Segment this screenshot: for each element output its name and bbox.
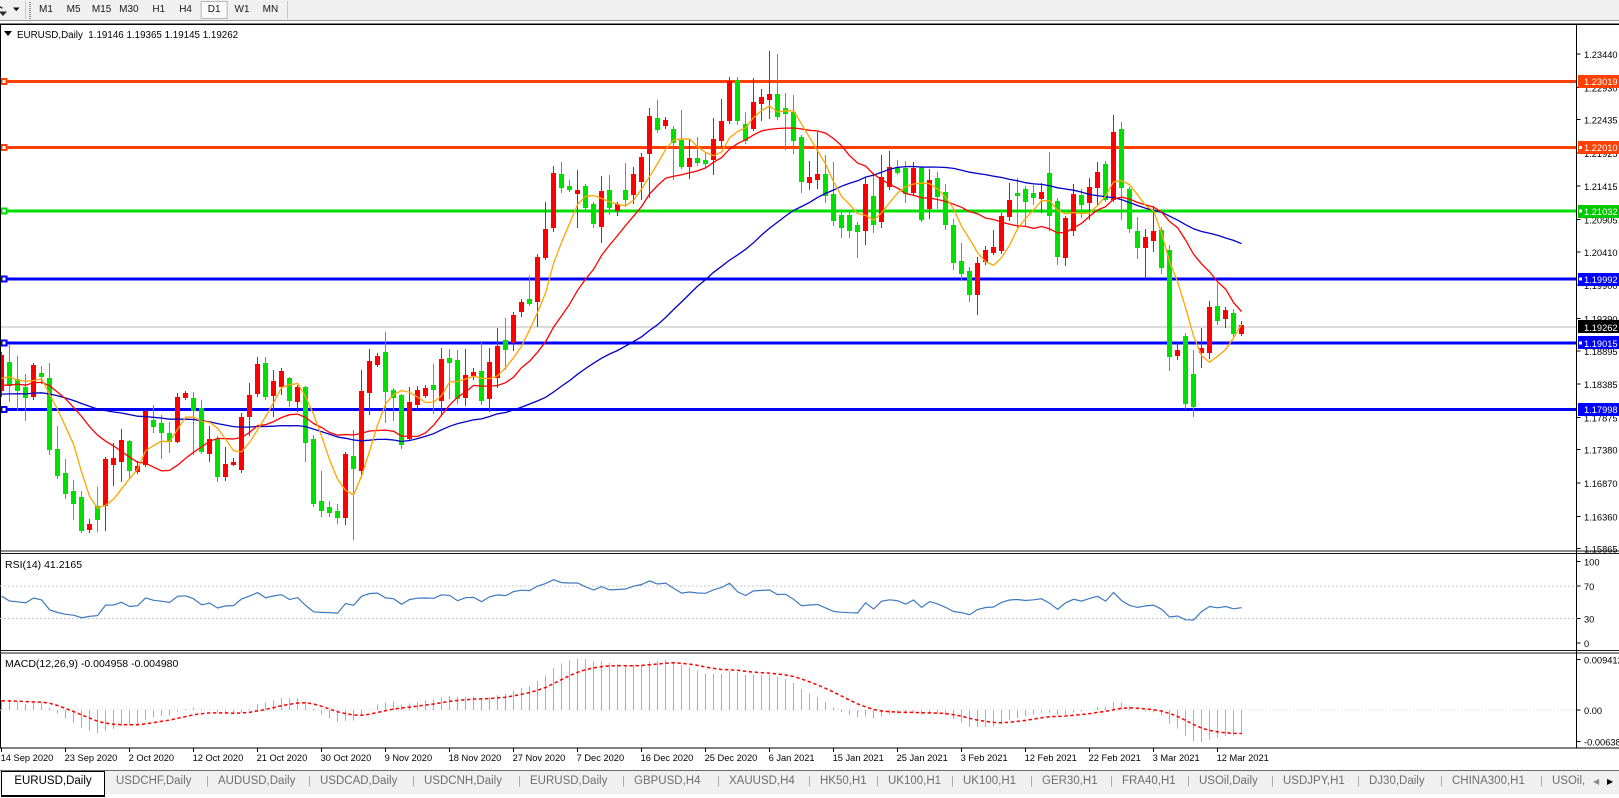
svg-text:25 Jan 2021: 25 Jan 2021 <box>897 753 948 763</box>
svg-text:21 Oct 2020: 21 Oct 2020 <box>257 753 308 763</box>
svg-text:1.19900: 1.19900 <box>1584 281 1618 291</box>
svg-text:23 Sep 2020: 23 Sep 2020 <box>65 753 118 763</box>
svg-text:1.16870: 1.16870 <box>1584 479 1618 489</box>
svg-text:1.16360: 1.16360 <box>1584 512 1618 522</box>
svg-text:1.19262: 1.19262 <box>1584 323 1618 333</box>
svg-text:70: 70 <box>1584 582 1594 592</box>
svg-text:16 Dec 2020: 16 Dec 2020 <box>641 753 694 763</box>
svg-text:1.22930: 1.22930 <box>1584 83 1618 93</box>
svg-text:-0.006386: -0.006386 <box>1584 737 1619 747</box>
svg-text:30 Oct 2020: 30 Oct 2020 <box>321 753 372 763</box>
svg-text:22 Feb 2021: 22 Feb 2021 <box>1089 753 1141 763</box>
svg-text:14 Sep 2020: 14 Sep 2020 <box>1 753 54 763</box>
svg-text:1.17380: 1.17380 <box>1584 446 1618 456</box>
svg-text:9 Nov 2020: 9 Nov 2020 <box>385 753 433 763</box>
svg-text:0.00: 0.00 <box>1584 706 1602 716</box>
svg-text:RSI(14) 41.2165: RSI(14) 41.2165 <box>5 559 82 571</box>
svg-text:1.19992: 1.19992 <box>1584 275 1618 285</box>
svg-text:1.23019: 1.23019 <box>1584 77 1618 87</box>
svg-text:3 Mar 2021: 3 Mar 2021 <box>1153 753 1200 763</box>
svg-text:12 Oct 2020: 12 Oct 2020 <box>193 753 244 763</box>
svg-text:1.22010: 1.22010 <box>1584 143 1618 153</box>
svg-text:1.19390: 1.19390 <box>1584 315 1618 325</box>
svg-text:1.21415: 1.21415 <box>1584 182 1618 192</box>
svg-text:1.20905: 1.20905 <box>1584 216 1618 226</box>
svg-text:1.19015: 1.19015 <box>1584 339 1618 349</box>
svg-text:30: 30 <box>1584 614 1594 624</box>
svg-text:1.15865: 1.15865 <box>1584 545 1618 555</box>
svg-text:1.22435: 1.22435 <box>1584 116 1618 126</box>
svg-text:1.21032: 1.21032 <box>1584 207 1618 217</box>
svg-text:7 Dec 2020: 7 Dec 2020 <box>577 753 625 763</box>
svg-text:100: 100 <box>1584 557 1600 567</box>
svg-text:6 Jan 2021: 6 Jan 2021 <box>769 753 815 763</box>
svg-text:18 Nov 2020: 18 Nov 2020 <box>449 753 502 763</box>
svg-text:15 Jan 2021: 15 Jan 2021 <box>833 753 884 763</box>
svg-text:12 Feb 2021: 12 Feb 2021 <box>1025 753 1077 763</box>
svg-text:1.20410: 1.20410 <box>1584 248 1618 258</box>
svg-text:0.009412: 0.009412 <box>1584 655 1619 665</box>
svg-text:1.18385: 1.18385 <box>1584 380 1618 390</box>
svg-text:12 Mar 2021: 12 Mar 2021 <box>1217 753 1269 763</box>
svg-text:1.23440: 1.23440 <box>1584 50 1618 60</box>
svg-text:1.17875: 1.17875 <box>1584 413 1618 423</box>
svg-text:27 Nov 2020: 27 Nov 2020 <box>513 753 566 763</box>
svg-text:2 Oct 2020: 2 Oct 2020 <box>129 753 174 763</box>
svg-text:1.17998: 1.17998 <box>1584 405 1618 415</box>
svg-text:MACD(12,26,9) -0.004958 -0.004: MACD(12,26,9) -0.004958 -0.004980 <box>5 658 179 670</box>
svg-text:1.18895: 1.18895 <box>1584 347 1618 357</box>
svg-text:3 Feb 2021: 3 Feb 2021 <box>961 753 1008 763</box>
svg-text:0: 0 <box>1584 639 1589 649</box>
svg-text:25 Dec 2020: 25 Dec 2020 <box>705 753 758 763</box>
svg-text:EURUSD,Daily 1.19146 1.19365: EURUSD,Daily 1.19146 1.19365 1.19145 1.1… <box>17 30 238 41</box>
